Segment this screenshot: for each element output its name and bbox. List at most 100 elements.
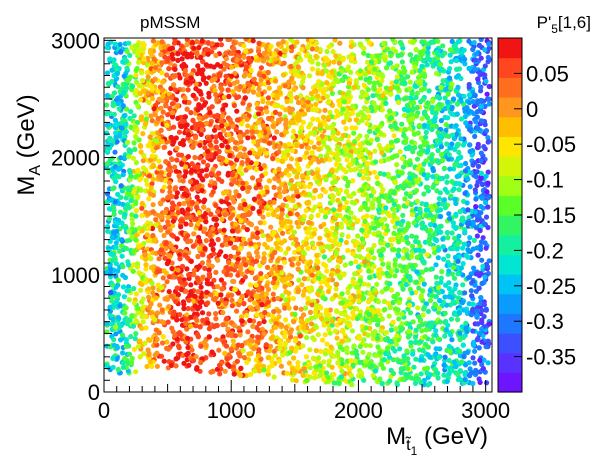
- scatter-point: [402, 112, 408, 118]
- scatter-point: [188, 282, 194, 288]
- scatter-point: [127, 52, 133, 59]
- scatter-point: [184, 312, 190, 318]
- scatter-point: [341, 119, 347, 125]
- scatter-point: [371, 255, 377, 261]
- scatter-point: [295, 193, 301, 199]
- scatter-point: [343, 239, 349, 246]
- scatter-point: [440, 244, 446, 250]
- scatter-point: [139, 213, 145, 219]
- scatter-point: [437, 207, 444, 213]
- scatter-point: [154, 169, 160, 175]
- scatter-point: [113, 240, 119, 246]
- scatter-point: [365, 52, 371, 59]
- scatter-point: [360, 349, 366, 355]
- scatter-point: [128, 109, 134, 115]
- scatter-point: [327, 156, 333, 162]
- scatter-point: [158, 105, 164, 111]
- scatter-point: [135, 50, 141, 57]
- scatter-point: [139, 325, 145, 331]
- scatter-point: [285, 152, 291, 158]
- scatter-point: [312, 226, 318, 233]
- scatter-point: [315, 61, 321, 67]
- scatter-point: [179, 263, 186, 269]
- scatter-point: [144, 182, 150, 188]
- scatter-point: [435, 247, 441, 253]
- scatter-point: [459, 359, 465, 365]
- scatter-point: [312, 187, 318, 193]
- scatter-point: [117, 131, 123, 137]
- scatter-point: [342, 262, 348, 268]
- scatter-point: [196, 67, 202, 73]
- scatter-point: [133, 213, 139, 219]
- scatter-point: [405, 334, 411, 340]
- scatter-point: [198, 359, 204, 366]
- scatter-point: [118, 322, 125, 328]
- scatter-point: [219, 160, 225, 166]
- scatter-point: [408, 340, 414, 346]
- scatter-point: [146, 286, 152, 292]
- scatter-point: [159, 340, 166, 346]
- scatter-point: [328, 186, 334, 192]
- scatter-point: [454, 131, 460, 137]
- scatter-point: [194, 275, 201, 281]
- scatter-point: [116, 174, 122, 180]
- scatter-point: [353, 284, 359, 290]
- scatter-point: [353, 78, 359, 84]
- scatter-point: [334, 308, 340, 314]
- scatter-point: [447, 166, 453, 172]
- scatter-point: [358, 94, 364, 100]
- scatter-point: [290, 128, 297, 135]
- scatter-point: [153, 41, 159, 47]
- scatter-point: [247, 282, 254, 288]
- scatter-point: [204, 300, 210, 306]
- scatter-point: [424, 55, 430, 62]
- scatter-point: [173, 194, 179, 200]
- scatter-point: [413, 187, 420, 194]
- scatter-point: [396, 316, 402, 322]
- scatter-point: [124, 288, 130, 294]
- scatter-point: [208, 63, 214, 69]
- scatter-point: [399, 121, 405, 127]
- scatter-point: [305, 285, 312, 291]
- scatter-point: [300, 343, 306, 349]
- scatter-point: [483, 78, 489, 84]
- scatter-point: [208, 242, 214, 248]
- scatter-point: [471, 237, 477, 243]
- scatter-point: [118, 155, 124, 161]
- scatter-point: [321, 254, 327, 260]
- scatter-point: [486, 41, 492, 47]
- scatter-point: [442, 354, 448, 360]
- scatter-point: [474, 233, 480, 239]
- scatter-point: [162, 178, 168, 184]
- scatter-point: [184, 326, 190, 332]
- scatter-point: [365, 196, 371, 202]
- scatter-point: [483, 214, 490, 220]
- scatter-point: [278, 240, 284, 246]
- scatter-point: [118, 183, 124, 189]
- scatter-point: [129, 355, 135, 362]
- scatter-point: [479, 361, 485, 368]
- scatter-point: [365, 282, 372, 288]
- scatter-point: [160, 109, 166, 115]
- scatter-point: [206, 261, 212, 268]
- scatter-point: [470, 355, 476, 361]
- scatter-point: [397, 149, 403, 155]
- scatter-point: [361, 105, 367, 111]
- scatter-point: [478, 84, 484, 90]
- scatter-point: [315, 212, 321, 218]
- scatter-point: [441, 197, 447, 203]
- scatter-point: [215, 236, 221, 243]
- scatter-point: [413, 356, 419, 362]
- scatter-point: [213, 222, 220, 228]
- scatter-point: [352, 200, 358, 206]
- scatter-point: [206, 90, 212, 96]
- scatter-point: [316, 140, 322, 146]
- scatter-point: [109, 93, 115, 99]
- scatter-point: [167, 105, 173, 112]
- scatter-point: [433, 123, 439, 129]
- scatter-point: [183, 221, 189, 227]
- scatter-point: [180, 178, 186, 184]
- scatter-point: [300, 249, 306, 255]
- scatter-point: [400, 212, 406, 218]
- scatter-point: [285, 246, 291, 252]
